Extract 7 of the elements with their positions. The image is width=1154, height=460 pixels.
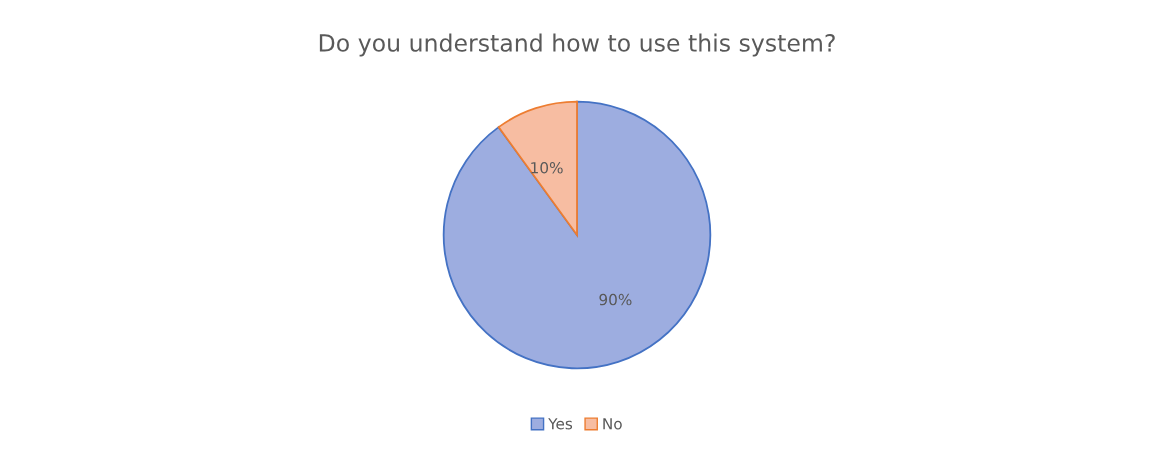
legend-label: No <box>603 418 622 430</box>
data-label: 10% <box>531 161 563 174</box>
data-label: 90% <box>599 293 632 306</box>
pie-slice <box>497 100 578 236</box>
legend-label: Yes <box>548 418 573 430</box>
pie-slice <box>442 100 712 370</box>
chart-title: Do you understand how to use this system? <box>319 33 835 57</box>
